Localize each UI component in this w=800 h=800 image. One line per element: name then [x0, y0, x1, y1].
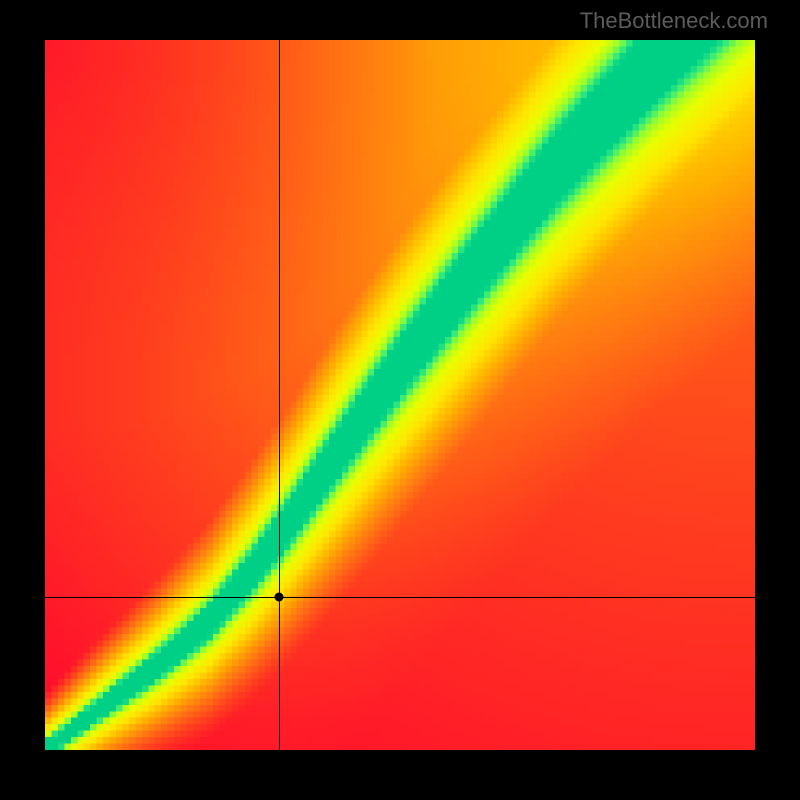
crosshair-marker: [275, 593, 284, 602]
heatmap-canvas: [45, 40, 755, 750]
watermark-text: TheBottleneck.com: [580, 8, 768, 34]
crosshair-vertical: [279, 40, 280, 750]
heatmap-plot: [45, 40, 755, 750]
crosshair-horizontal: [45, 597, 755, 598]
